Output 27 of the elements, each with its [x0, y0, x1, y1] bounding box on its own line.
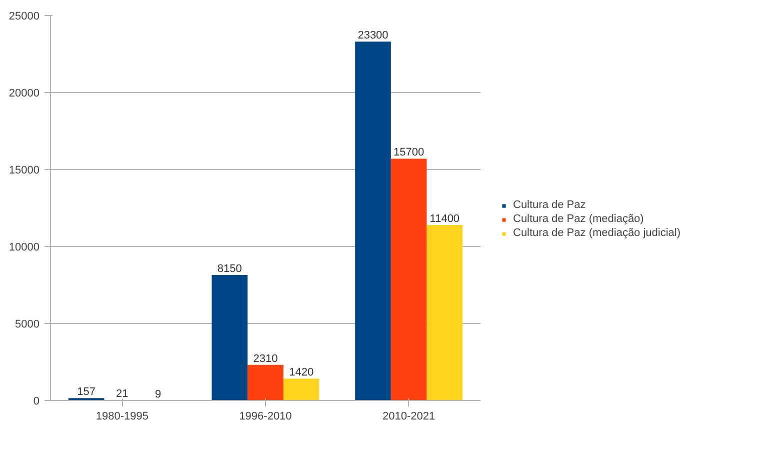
y-tick-label: 10000 [8, 242, 40, 254]
bar [426, 224, 463, 400]
bar [355, 42, 391, 400]
y-tick-label: 25000 [8, 10, 40, 22]
legend-label: Cultura de Paz (mediação) [513, 213, 644, 225]
y-tick-label: 15000 [8, 164, 40, 176]
y-tick-label: 0 [33, 396, 40, 408]
data-label: 157 [77, 386, 96, 398]
data-label: 21 [116, 388, 128, 400]
bar [248, 364, 284, 400]
x-tick-label: 1996-2010 [239, 410, 292, 422]
x-tick-label: 1980-1995 [96, 410, 148, 422]
x-tick-label: 2010-2021 [382, 410, 436, 422]
y-tick-label: 20000 [8, 88, 40, 100]
y-tick-label: 5000 [15, 318, 40, 330]
data-label: 1420 [289, 366, 314, 379]
data-label: 8150 [217, 262, 242, 275]
data-label: 23300 [358, 30, 388, 42]
data-label: 9 [154, 388, 162, 400]
legend-label: Cultura de Paz (mediação judicial) [513, 227, 681, 239]
data-label: 2310 [253, 352, 278, 365]
bar [390, 158, 427, 400]
data-label: 15700 [394, 146, 424, 159]
bar [283, 378, 320, 400]
data-label: 11400 [430, 212, 460, 225]
bar [212, 274, 248, 400]
legend-label: Cultura de Paz [513, 199, 586, 211]
